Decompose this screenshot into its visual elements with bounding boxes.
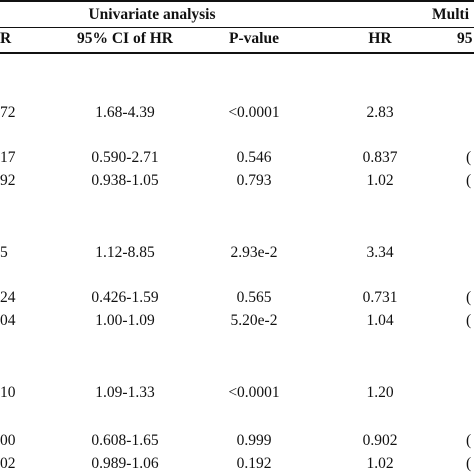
table-cell: 0.565 [236, 289, 272, 306]
table-cell: 0.999 [236, 432, 272, 449]
table-cell: 0.989-1.06 [91, 455, 159, 472]
table-cell: 0.902 [362, 432, 398, 449]
table-cell: 1.02 [366, 455, 394, 472]
group-header-rule [0, 27, 474, 28]
table-cell: <0.0001 [228, 384, 280, 401]
table-cell: 0.590-2.71 [91, 149, 159, 166]
table-cell: 5 [0, 244, 8, 261]
table-cell: 24 [0, 289, 16, 306]
table-cell: 1.68-4.39 [95, 104, 155, 121]
col-header-ci-univariate: 95% CI of HR [76, 30, 174, 47]
univariate-header: Univariate analysis [88, 6, 216, 23]
table-cell: 02 [0, 455, 16, 472]
table-cell: <0.0001 [228, 104, 280, 121]
table-cell: 1.20 [366, 384, 394, 401]
table-cell: 0.731 [362, 289, 398, 306]
table-cell: ( [466, 149, 472, 166]
table-cell: ( [466, 312, 472, 329]
table-cell: 5.20e-2 [230, 312, 278, 329]
table-cell: 72 [0, 104, 16, 121]
table-cell: ( [466, 172, 472, 189]
col-header-ci-multivariate: 95 [457, 30, 473, 47]
table-cell: 0.192 [236, 455, 272, 472]
table-cell: 0.938-1.05 [91, 172, 159, 189]
table-cell: 0.426-1.59 [91, 289, 159, 306]
table-cell: 1.04 [366, 312, 394, 329]
table-cell: ( [466, 289, 472, 306]
table-cell: 3.34 [366, 244, 394, 261]
table-cell: 2.83 [366, 104, 394, 121]
table-cell: 1.12-8.85 [95, 244, 155, 261]
table-cell: 92 [0, 172, 16, 189]
col-header-hr-univariate: R [0, 30, 12, 47]
table-cell: 00 [0, 432, 16, 449]
table-cell: 2.93e-2 [230, 244, 278, 261]
col-header-pvalue-univariate: P-value [229, 30, 279, 47]
table-cell: 1.02 [366, 172, 394, 189]
table-cell: 04 [0, 312, 16, 329]
column-header-rule [0, 52, 474, 54]
table-cell: 1.09-1.33 [95, 384, 155, 401]
table-cell: 10 [0, 384, 16, 401]
table-cell: ( [466, 455, 472, 472]
table-cell: 0.608-1.65 [91, 432, 159, 449]
table-cell: 17 [0, 149, 16, 166]
table-cell: ( [466, 432, 472, 449]
table-cell: 0.793 [236, 172, 272, 189]
table-cell: 0.546 [236, 149, 272, 166]
top-rule [0, 0, 474, 2]
col-header-hr-multivariate: HR [368, 30, 392, 47]
table-cell: 0.837 [362, 149, 398, 166]
table-cell: 1.00-1.09 [95, 312, 155, 329]
multivariate-header: Multi [432, 6, 470, 23]
